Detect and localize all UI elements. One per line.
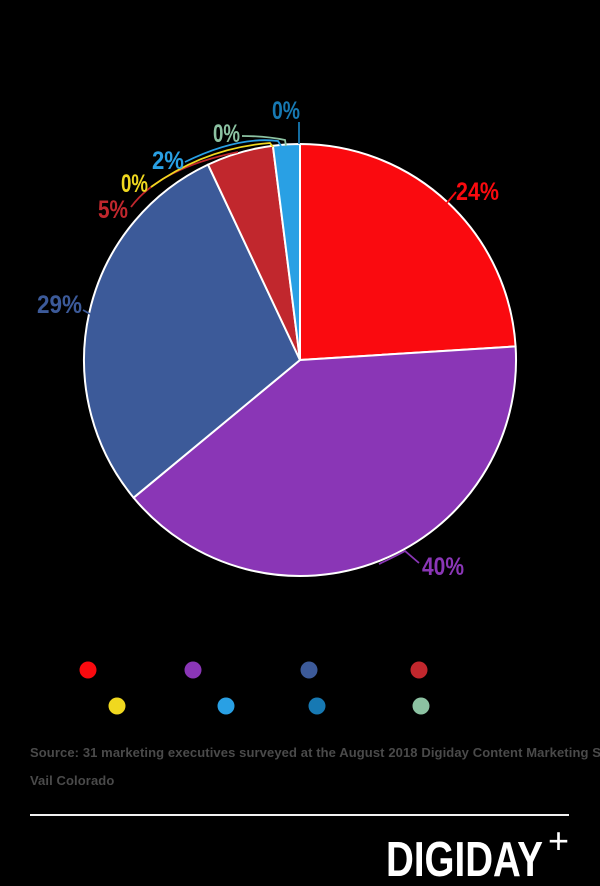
pie-slice-2 [132, 345, 518, 577]
legend-dot-crimson [410, 661, 428, 679]
callout-leader-3 [82, 309, 91, 315]
legend-dot-red [79, 661, 97, 679]
callout-leader-6 [184, 139, 282, 163]
legend-dot-green [412, 697, 430, 715]
callout-label-5: 0% [121, 170, 148, 198]
legend-dot-purple [184, 661, 202, 679]
callout-leader-2 [378, 549, 420, 565]
pie-slice-1 [299, 143, 517, 361]
legend-dot-steel-blue [300, 661, 318, 679]
callout-label-8: 0% [272, 97, 300, 125]
callout-label-1: 24% [456, 178, 499, 206]
callout-leader-1 [445, 191, 457, 205]
callout-label-3: 29% [37, 291, 82, 319]
callout-label-6: 2% [152, 147, 184, 175]
legend-dot-light-blue [217, 697, 235, 715]
callout-leader-5 [150, 142, 274, 188]
callout-label-4: 5% [98, 196, 128, 224]
legend-dot-yellow [108, 697, 126, 715]
legend-dot-teal-blue [308, 697, 326, 715]
callout-label-2: 40% [422, 553, 464, 581]
digiday-logo: DIGIDAY [386, 833, 543, 886]
digiday-plus-icon: + [548, 820, 569, 861]
footer-divider [30, 814, 569, 816]
source-note-line-2: Vail Colorado [30, 773, 115, 788]
source-note-line-1: Source: 31 marketing executives surveyed… [30, 745, 600, 760]
callout-leader-7 [241, 135, 287, 147]
callout-label-7: 0% [213, 120, 240, 148]
